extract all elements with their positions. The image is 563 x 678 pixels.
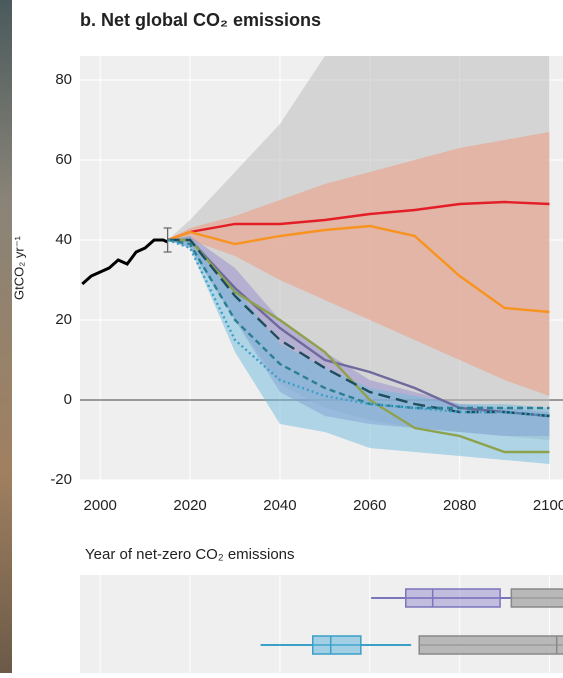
pathway-line bbox=[167, 238, 550, 410]
historical-line bbox=[81, 238, 169, 286]
y-tick-label: 20 bbox=[55, 311, 72, 328]
pathway-line bbox=[167, 200, 550, 242]
range-area bbox=[167, 236, 550, 464]
pathway-line bbox=[167, 238, 550, 418]
x-tick-label: 2020 bbox=[173, 497, 206, 514]
y-tick-label: 40 bbox=[55, 231, 72, 248]
range-area bbox=[167, 132, 550, 396]
x-tick-label: 2040 bbox=[263, 497, 296, 514]
pathway-line bbox=[167, 238, 550, 454]
error-bar bbox=[163, 227, 172, 253]
x-tick-label: 2100 bbox=[533, 497, 563, 514]
box bbox=[311, 635, 362, 655]
box-group bbox=[99, 575, 563, 673]
x-tick-label: 2000 bbox=[84, 497, 117, 514]
pathway-line bbox=[167, 238, 550, 418]
y-tick-label: 80 bbox=[55, 71, 72, 88]
box bbox=[418, 635, 563, 655]
y-axis-label: GtCO₂ yr⁻¹ bbox=[11, 235, 26, 300]
panel-title: Year of net-zero CO₂ emissions bbox=[85, 546, 295, 563]
box bbox=[404, 588, 501, 608]
pathway-line bbox=[167, 238, 550, 418]
pathway-line bbox=[167, 224, 550, 314]
x-tick-label: 2060 bbox=[353, 497, 386, 514]
chart-title: b. Net global CO₂ emissions bbox=[80, 10, 321, 30]
photo-strip bbox=[0, 0, 12, 673]
plot-group bbox=[81, 56, 550, 464]
y-tick-label: 60 bbox=[55, 151, 72, 168]
x-tick-label: 2080 bbox=[443, 497, 476, 514]
y-tick-label: 0 bbox=[64, 391, 72, 408]
y-tick-label: -20 bbox=[50, 471, 72, 488]
box bbox=[510, 588, 563, 608]
